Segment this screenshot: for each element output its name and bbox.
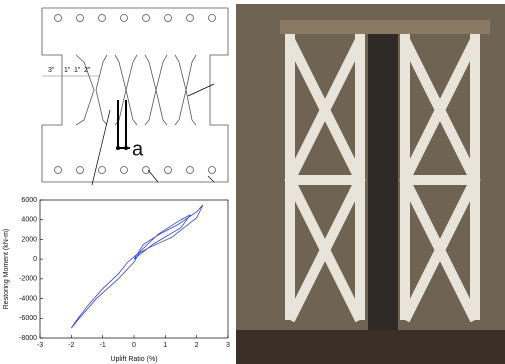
dimension-label: 2" (84, 67, 91, 74)
x-tick-label: 3 (226, 342, 230, 349)
y-tick-label: -2000 (19, 276, 37, 283)
y-tick-label: 4000 (21, 217, 37, 224)
y-axis-label: Restoring Moment (kN-m) (3, 229, 10, 310)
links (75, 54, 197, 126)
drawing-label: a (132, 138, 144, 160)
plot-frame (39, 199, 229, 339)
x-tick-label: 0 (132, 342, 136, 349)
y-tick-label: -6000 (19, 315, 37, 322)
leader-lines (91, 83, 215, 186)
bolt-holes (54, 14, 216, 174)
x-tick-label: 2 (195, 342, 199, 349)
hysteresis-line (70, 204, 204, 329)
y-tick-label: 6000 (21, 197, 37, 204)
plate-drawing: 3" 1" 1" 2" a (41, 7, 229, 186)
x-tick-label: -1 (100, 342, 106, 349)
y-tick-label: -4000 (19, 295, 37, 302)
photo (236, 4, 505, 364)
marker-dot (124, 146, 128, 150)
x-axis-label: Uplift Ratio (%) (110, 356, 157, 363)
x-tick-label: -2 (68, 342, 74, 349)
marker-dot (116, 146, 120, 150)
y-tick-label: -8000 (19, 335, 37, 342)
x-tick-label: 1 (163, 342, 167, 349)
y-tick-label: 0 (33, 256, 37, 263)
dimension-label: 3" (48, 67, 55, 74)
y-tick-label: 2000 (21, 236, 37, 243)
plate-outline (41, 7, 229, 183)
dimension-label: 1" (64, 67, 71, 74)
hysteresis-chart: Restoring Moment (kN-m) Uplift Ratio (%)… (3, 197, 230, 363)
dimension-label: 1" (74, 67, 81, 74)
x-tick-label: -3 (37, 342, 43, 349)
marker (116, 100, 130, 149)
